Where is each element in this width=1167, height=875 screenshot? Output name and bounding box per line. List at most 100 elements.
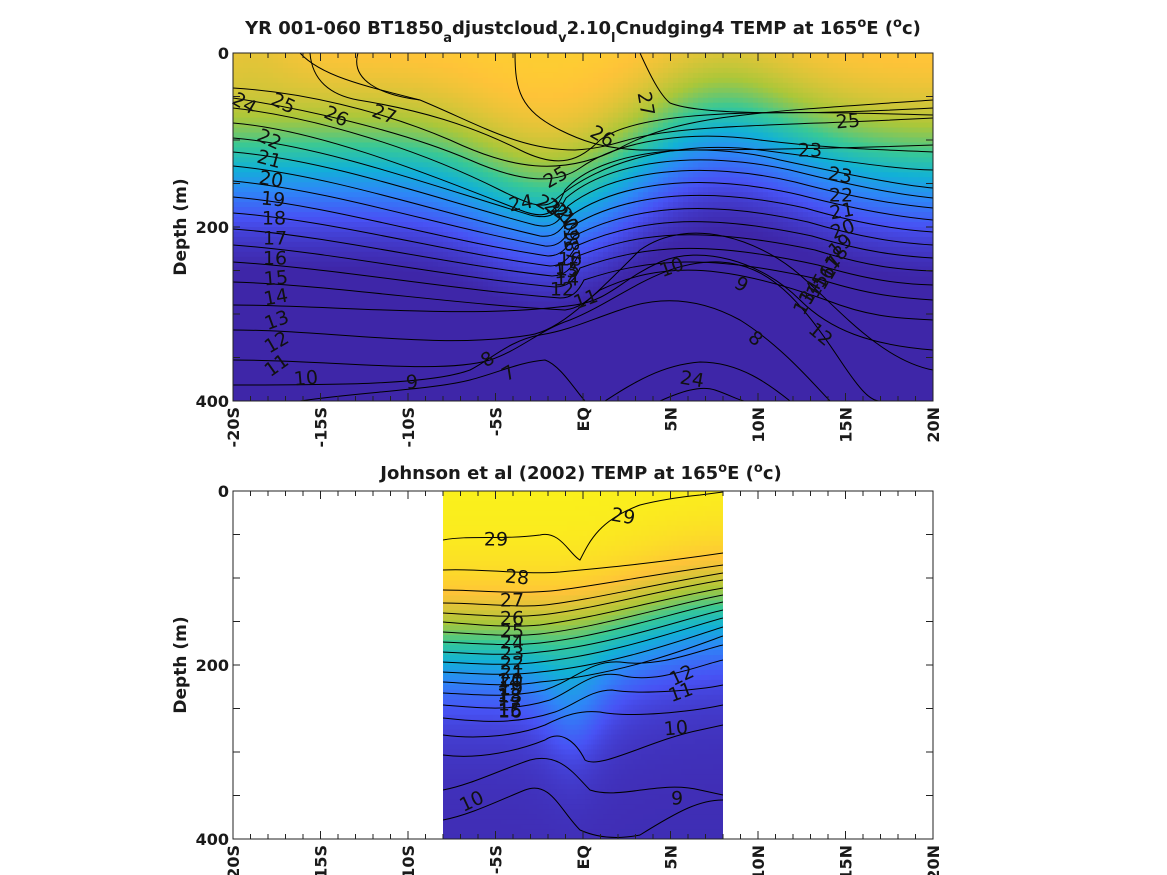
heatmap-cell xyxy=(558,77,564,84)
heatmap-cell xyxy=(423,222,429,228)
heatmap-cell xyxy=(448,197,454,203)
heatmap-cell xyxy=(488,296,494,303)
heatmap-cell xyxy=(393,361,399,367)
heatmap-cell xyxy=(403,341,409,347)
heatmap-cell xyxy=(508,331,514,337)
heatmap-cell xyxy=(383,281,389,288)
heatmap-cell xyxy=(368,276,374,283)
heatmap-cell xyxy=(413,261,419,268)
heatmap-cell xyxy=(278,67,284,74)
heatmap-cell xyxy=(443,187,449,193)
heatmap-cell xyxy=(273,351,279,357)
heatmap-cell xyxy=(343,331,349,337)
heatmap-cell xyxy=(348,192,354,198)
heatmap-cell xyxy=(528,192,534,198)
heatmap-cell xyxy=(358,371,364,377)
heatmap-cell xyxy=(353,321,359,328)
heatmap-cell xyxy=(268,316,274,323)
heatmap-cell xyxy=(358,212,364,218)
heatmap-cell xyxy=(493,67,499,74)
heatmap-cell xyxy=(318,381,324,387)
heatmap-cell xyxy=(478,97,484,104)
heatmap-cell xyxy=(398,281,404,288)
heatmap-cell xyxy=(363,336,369,342)
heatmap-cell xyxy=(563,97,569,104)
heatmap-cell xyxy=(308,117,314,124)
heatmap-cell xyxy=(558,336,564,342)
heatmap-cell xyxy=(493,122,499,129)
heatmap-cell xyxy=(398,376,404,382)
heatmap-cell xyxy=(463,231,469,238)
heatmap-cell xyxy=(263,177,269,183)
heatmap-cell xyxy=(258,306,264,313)
heatmap-cell xyxy=(408,177,414,183)
heatmap-cell xyxy=(508,72,514,79)
heatmap-cell xyxy=(298,62,304,69)
heatmap-cell xyxy=(463,177,469,183)
heatmap-cell xyxy=(253,316,259,323)
heatmap-cell xyxy=(573,102,579,109)
heatmap-cell xyxy=(293,152,299,158)
heatmap-cell xyxy=(508,281,514,288)
heatmap-cell xyxy=(388,281,394,288)
heatmap-cell xyxy=(303,127,309,134)
heatmap-cell xyxy=(448,296,454,303)
heatmap-cell xyxy=(298,127,304,134)
heatmap-cell xyxy=(418,276,424,283)
heatmap-cell xyxy=(273,291,279,298)
heatmap-cell xyxy=(298,147,304,154)
heatmap-cell xyxy=(503,386,509,392)
heatmap-cell xyxy=(498,396,504,401)
heatmap-cell xyxy=(303,266,309,273)
heatmap-cell xyxy=(368,386,374,392)
heatmap-cell xyxy=(323,182,329,188)
heatmap-cell xyxy=(498,281,504,288)
heatmap-cell xyxy=(453,117,459,124)
heatmap-cell xyxy=(533,117,539,124)
heatmap-cell xyxy=(573,142,579,149)
heatmap-cell xyxy=(373,212,379,218)
heatmap-cell xyxy=(283,137,289,144)
heatmap-cell xyxy=(473,296,479,303)
heatmap-cell xyxy=(533,296,539,303)
heatmap-cell xyxy=(463,261,469,268)
heatmap-cell xyxy=(338,77,344,84)
heatmap-cell xyxy=(288,162,294,168)
heatmap-cell xyxy=(318,271,324,278)
heatmap-cell xyxy=(433,187,439,193)
heatmap-cell xyxy=(513,87,519,94)
heatmap-cell xyxy=(398,182,404,188)
heatmap-cell xyxy=(283,92,289,99)
heatmap-cell xyxy=(393,341,399,347)
heatmap-cell xyxy=(523,227,529,233)
heatmap-cell xyxy=(543,127,549,134)
heatmap-cell xyxy=(248,227,254,233)
heatmap-cell xyxy=(278,162,284,168)
heatmap-cell xyxy=(508,236,514,243)
heatmap-cell xyxy=(388,266,394,273)
heatmap-cell xyxy=(323,132,329,139)
heatmap-cell xyxy=(328,132,334,139)
heatmap-cell xyxy=(408,276,414,283)
heatmap-cell xyxy=(523,222,529,228)
heatmap-cell xyxy=(348,366,354,372)
heatmap-cell xyxy=(398,341,404,347)
heatmap-cell xyxy=(533,207,539,213)
heatmap-cell xyxy=(388,92,394,99)
heatmap-cell xyxy=(483,102,489,109)
heatmap-cell xyxy=(253,147,259,154)
heatmap-cell xyxy=(373,271,379,278)
heatmap-cell xyxy=(388,296,394,303)
heatmap-cell xyxy=(333,261,339,268)
heatmap-cell xyxy=(493,301,499,308)
heatmap-cell xyxy=(468,381,474,387)
heatmap-cell xyxy=(258,286,264,293)
heatmap-cell xyxy=(318,147,324,154)
heatmap-cell xyxy=(443,336,449,342)
heatmap-cell xyxy=(338,72,344,79)
heatmap-cell xyxy=(418,82,424,89)
heatmap-cell xyxy=(263,356,269,362)
heatmap-cell xyxy=(318,341,324,347)
heatmap-cell xyxy=(408,207,414,213)
heatmap-cell xyxy=(503,77,509,84)
